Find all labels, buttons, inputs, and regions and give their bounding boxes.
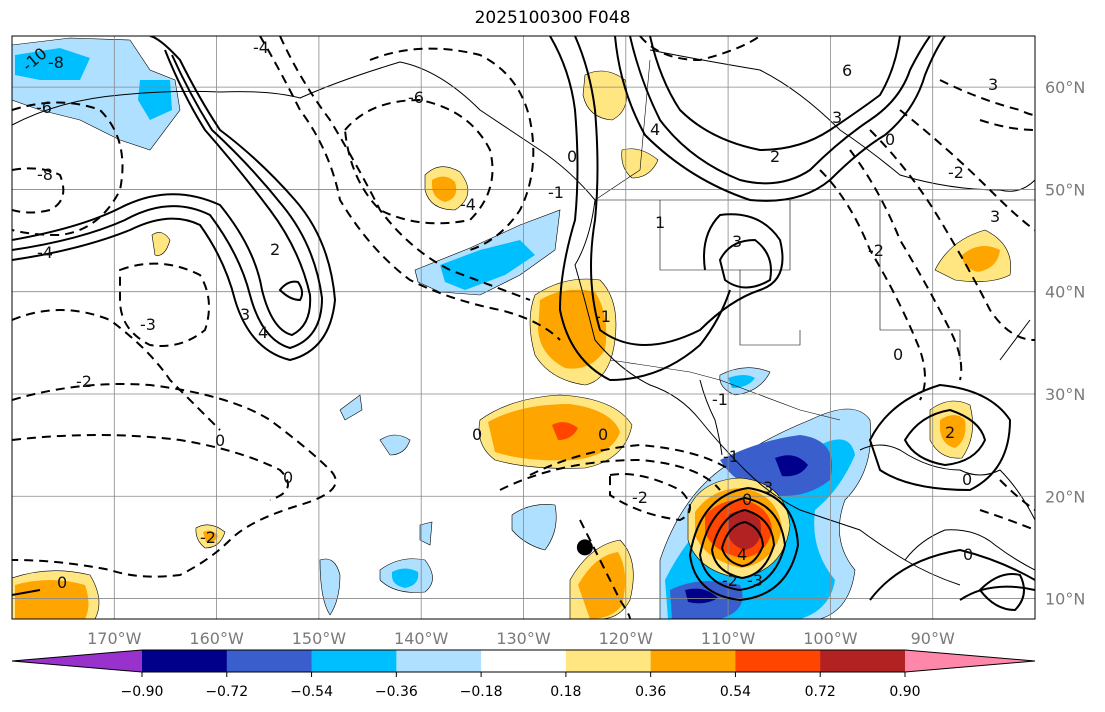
colorbar-tick-label: −0.54 xyxy=(290,684,333,700)
colorbar-extend-high xyxy=(905,650,1035,672)
contour-label: 3 xyxy=(832,108,842,127)
colorbar-extend-low xyxy=(12,650,142,672)
colorbar-tick-label: 0.72 xyxy=(805,684,836,700)
latitude-tick-label: 40°N xyxy=(1045,283,1085,302)
contour-label: 3 xyxy=(990,207,1000,226)
longitude-tick-label: 120°W xyxy=(599,629,654,648)
colorbar-tick-label: 0.90 xyxy=(889,684,920,700)
latitude-ticks: 60°N 50°N 40°N 30°N 20°N 10°N xyxy=(1045,78,1085,608)
colorbar-segment xyxy=(735,650,821,672)
contour-label: -2 xyxy=(200,528,216,547)
contour-label: 6 xyxy=(842,61,852,80)
contour-label: -4 xyxy=(460,195,476,214)
contour-label: -3 xyxy=(747,571,763,590)
contour-label: 1 xyxy=(655,213,665,232)
colorbar-segment xyxy=(565,650,652,672)
longitude-tick-label: 130°W xyxy=(496,629,551,648)
longitude-tick-label: 140°W xyxy=(394,629,449,648)
contour-label: 3 xyxy=(732,232,742,251)
contour-layer xyxy=(12,36,1035,612)
contour-label: 2 xyxy=(770,147,780,166)
longitude-tick-label: 100°W xyxy=(803,629,858,648)
contour-label: 0 xyxy=(893,345,903,364)
longitude-tick-label: 110°W xyxy=(701,629,756,648)
contour-label: 4 xyxy=(258,323,268,342)
contour-label: 4 xyxy=(737,545,747,564)
contour-label: 0 xyxy=(215,431,225,450)
longitude-ticks: 170°W 160°W 150°W 140°W 130°W 120°W 110°W 100°W… xyxy=(87,629,955,648)
contour-label: 3 xyxy=(988,75,998,94)
colorbar-segment xyxy=(311,650,397,672)
coastline-layer xyxy=(12,49,1035,586)
contour-label: 0 xyxy=(963,545,973,564)
contour-label: 3 xyxy=(763,478,773,497)
contour-label: -1 xyxy=(595,307,611,326)
contour-label: -6 xyxy=(36,98,52,117)
colorbar-tick-label: 0.36 xyxy=(635,684,666,700)
latitude-tick-label: 50°N xyxy=(1045,180,1085,199)
contour-label: 0 xyxy=(283,468,293,487)
contour-dashed-layer xyxy=(12,36,1035,619)
contour-label: 0 xyxy=(885,130,895,149)
contour-label: -4 xyxy=(253,38,269,57)
contour-label: -2 xyxy=(76,372,92,391)
contour-label: 4 xyxy=(650,120,660,139)
colorbar-tick-label: 0.18 xyxy=(550,684,581,700)
contour-label: -4 xyxy=(37,243,53,262)
contour-label: -2 xyxy=(868,241,884,260)
contour-label: -2 xyxy=(722,571,738,590)
longitude-tick-label: 170°W xyxy=(87,629,142,648)
contour-label: 0 xyxy=(598,425,608,444)
contour-label: -2 xyxy=(948,163,964,182)
contour-label: 2 xyxy=(945,423,955,442)
longitude-tick-label: 160°W xyxy=(189,629,244,648)
latitude-tick-label: 20°N xyxy=(1045,487,1085,506)
colorbar-tick-label: −0.72 xyxy=(205,684,248,700)
colorbar-tick-label: −0.18 xyxy=(460,684,503,700)
latitude-tick-label: 60°N xyxy=(1045,78,1085,97)
colorbar-segment xyxy=(142,650,228,672)
map-plot-area: -10 -8 -6 -4 -8 -4 -6 -4 -3 -2 2 3 4 0 0… xyxy=(12,36,1035,619)
contour-label: -2 xyxy=(632,488,648,507)
colorbar-segment xyxy=(226,650,313,672)
colorbar-segment xyxy=(650,650,736,672)
contour-label: -6 xyxy=(408,88,424,107)
contour-label: 2 xyxy=(270,240,280,259)
colorbar-tick-label: −0.36 xyxy=(375,684,418,700)
contour-label: 0 xyxy=(472,425,482,444)
contour-label: -3 xyxy=(140,315,156,334)
latitude-tick-label: 30°N xyxy=(1045,385,1085,404)
colorbar-tick-label: −0.90 xyxy=(121,684,164,700)
colorbar-tick-label: 0.54 xyxy=(720,684,751,700)
location-marker-dot xyxy=(576,539,593,556)
contour-label: -1 xyxy=(723,447,739,466)
border-layer xyxy=(594,59,1035,421)
colorbar-segment xyxy=(481,650,567,672)
contour-label: -8 xyxy=(37,165,53,184)
contour-label: 0 xyxy=(57,573,67,592)
longitude-tick-label: 150°W xyxy=(292,629,347,648)
contour-label: 0 xyxy=(962,470,972,489)
colorbar: −0.90 −0.72 −0.54 −0.36 −0.18 0.18 0.36 0.54 0.7… xyxy=(11,649,1036,700)
map-title: 2025100300 F048 xyxy=(474,8,631,28)
contour-label: -1 xyxy=(548,183,564,202)
longitude-tick-label: 90°W xyxy=(911,629,955,648)
map-frame xyxy=(11,35,1036,620)
contour-label: 0 xyxy=(567,147,577,166)
contour-label: -1 xyxy=(712,390,728,409)
contour-label: 3 xyxy=(240,305,250,324)
graticule xyxy=(12,36,1035,619)
latitude-tick-label: 10°N xyxy=(1045,590,1085,609)
colorbar-segment xyxy=(396,650,482,672)
contour-label: -8 xyxy=(48,53,64,72)
contour-label: 0 xyxy=(742,490,752,509)
colorbar-segment xyxy=(820,650,906,672)
